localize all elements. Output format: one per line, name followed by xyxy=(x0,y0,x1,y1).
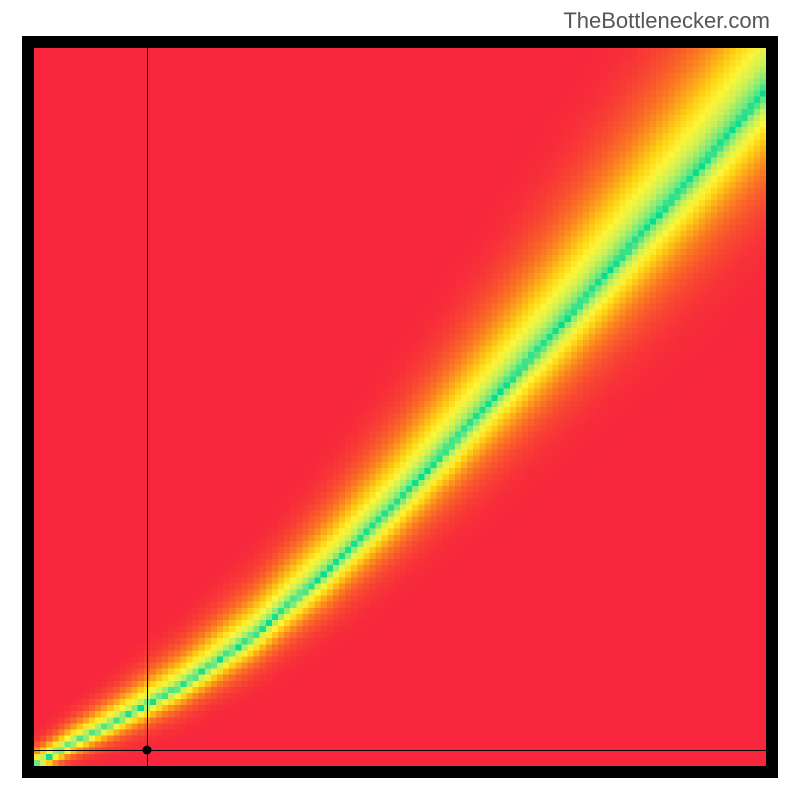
chart-frame xyxy=(22,36,778,778)
marker-dot xyxy=(143,746,152,755)
chart-root: TheBottlenecker.com xyxy=(0,0,800,800)
plot-area xyxy=(34,48,766,766)
watermark-text: TheBottlenecker.com xyxy=(563,8,770,34)
crosshair-vertical xyxy=(147,48,148,766)
heatmap-canvas xyxy=(34,48,766,766)
